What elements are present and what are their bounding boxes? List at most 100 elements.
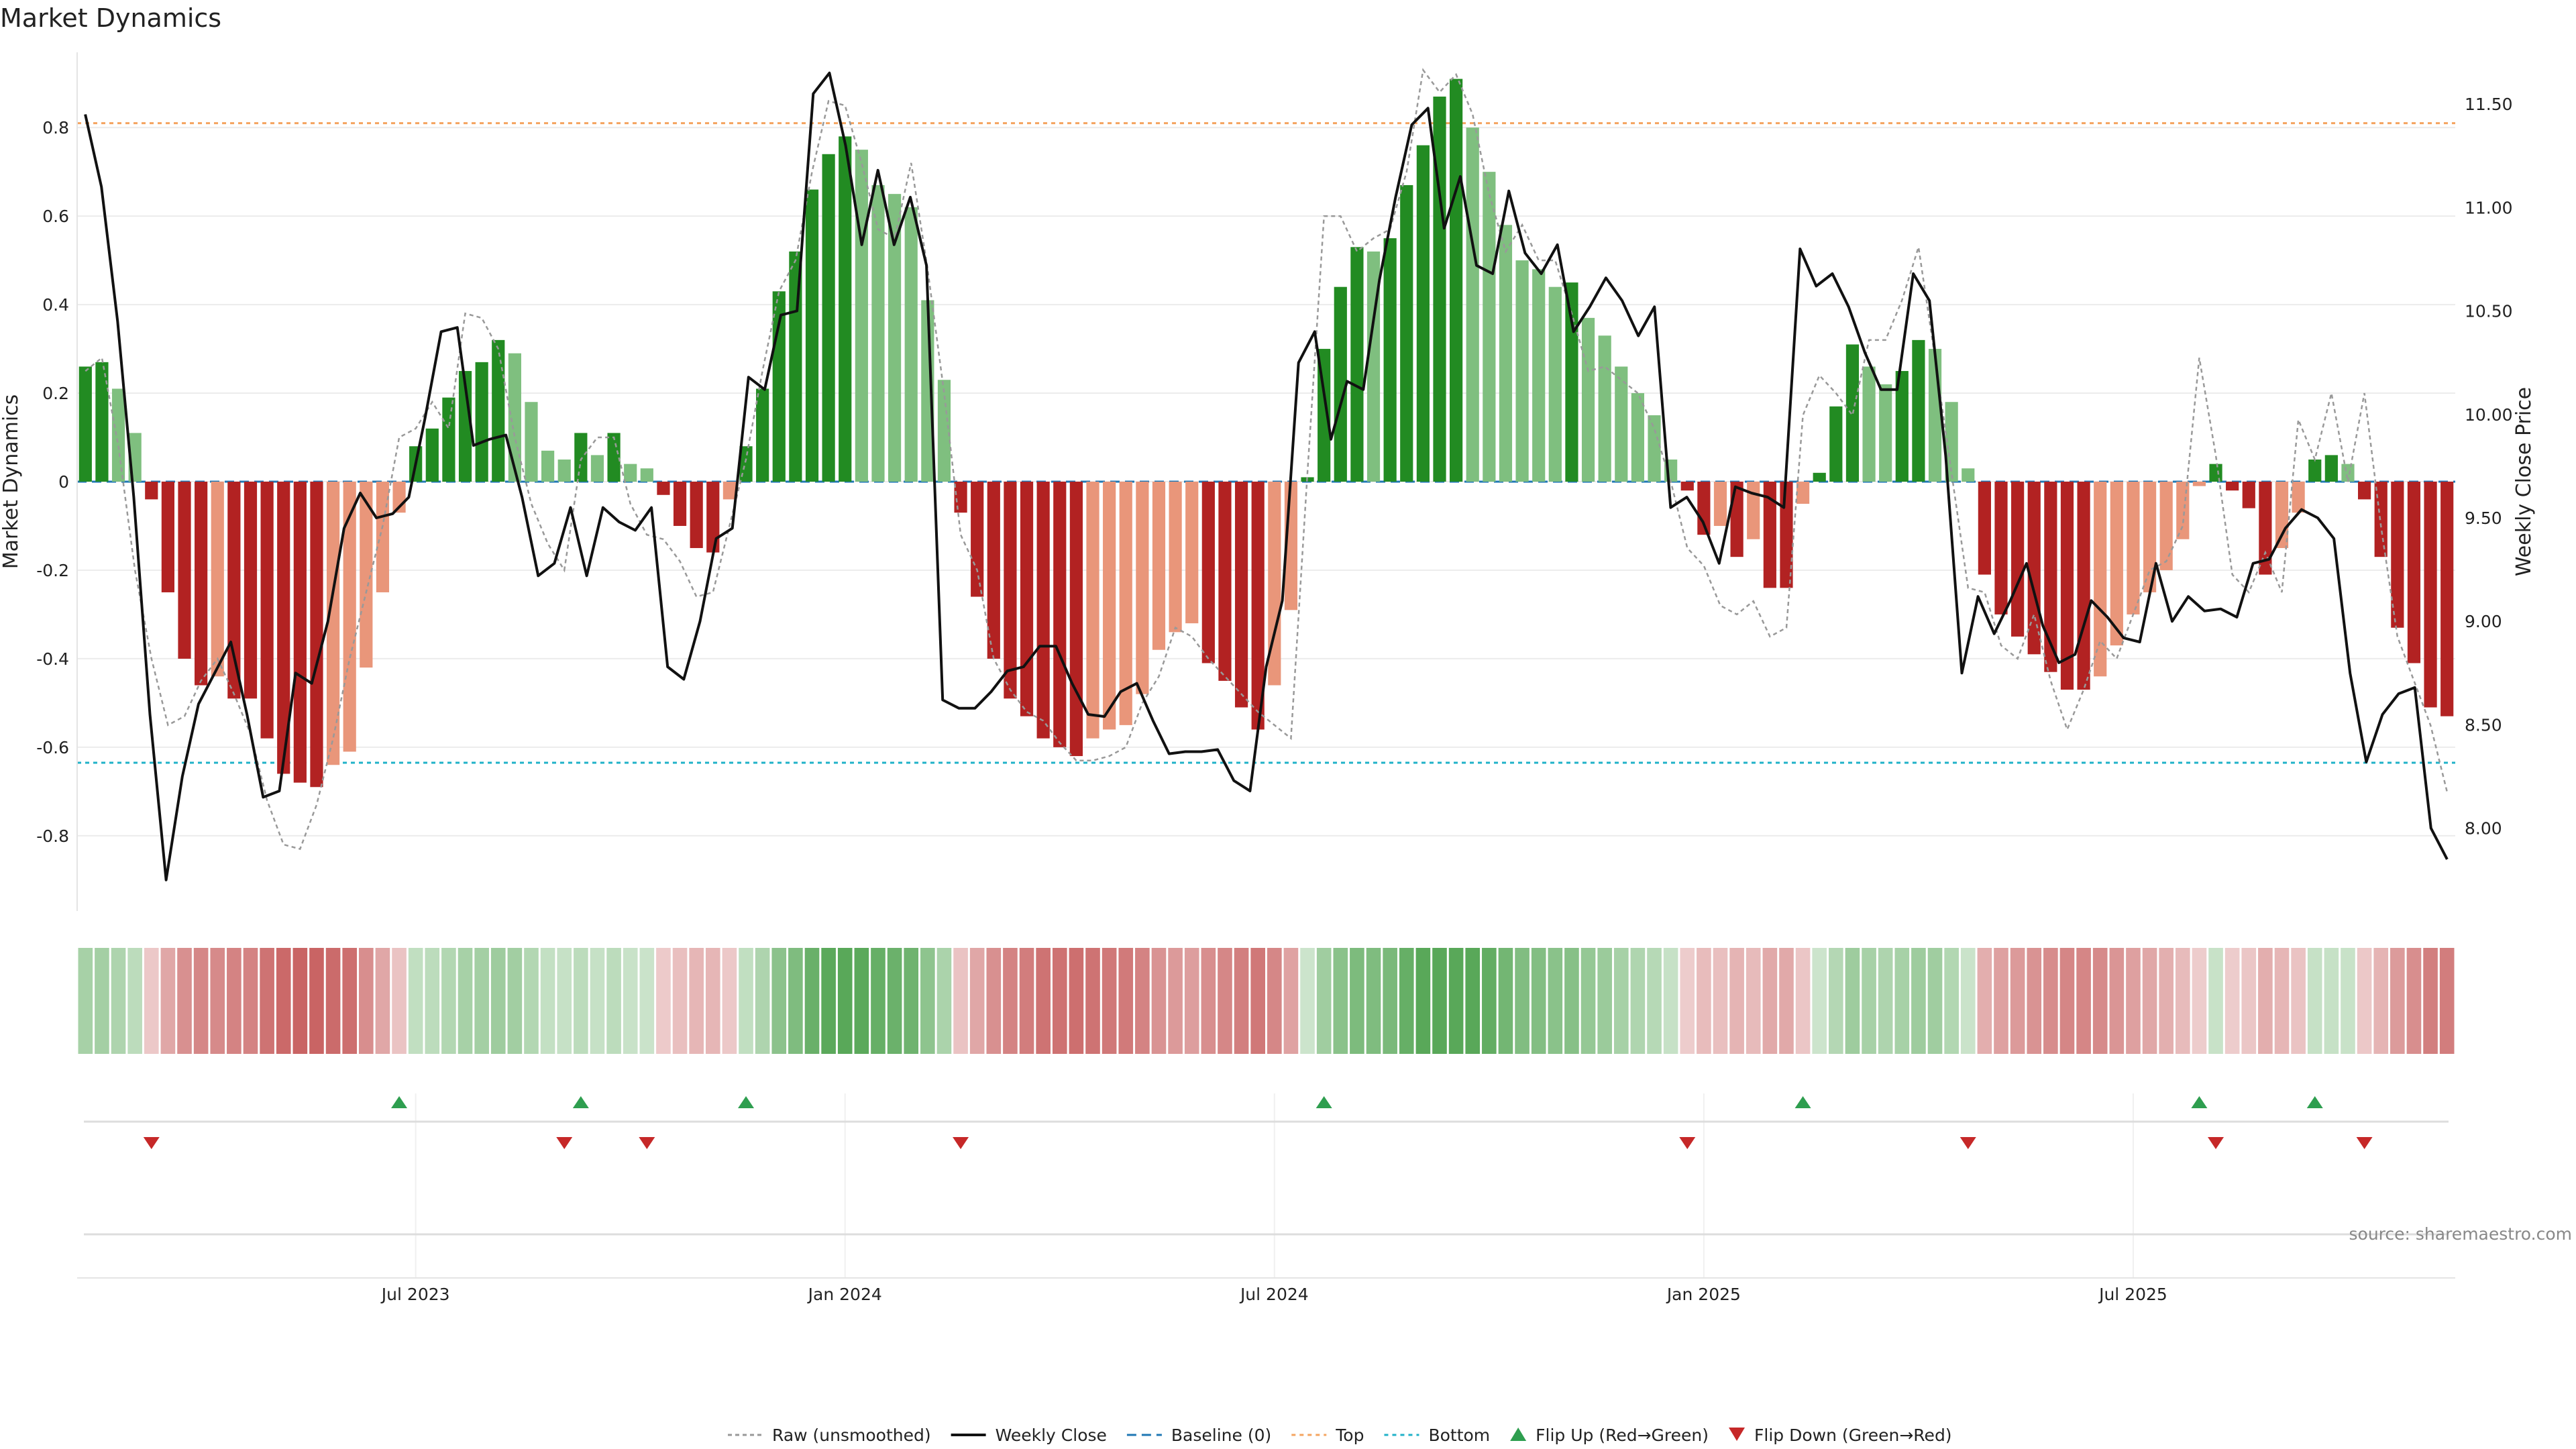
- dynamics-bar: [987, 482, 1000, 659]
- dynamics-bar: [475, 362, 488, 482]
- heat-cell: [490, 948, 506, 1054]
- y-left-tick-label: 0.8: [42, 118, 69, 138]
- legend-item: Baseline (0): [1126, 1426, 1271, 1445]
- dynamics-bar: [1499, 225, 1513, 482]
- heat-cell: [1019, 948, 1034, 1054]
- dynamics-bar: [541, 450, 555, 482]
- legend-item: Bottom: [1384, 1426, 1490, 1445]
- legend: Raw (unsmoothed) Weekly Close Baseline (0)…: [728, 1426, 1952, 1445]
- dynamics-bar: [425, 428, 439, 482]
- dynamics-bar: [343, 482, 356, 752]
- dynamics-bar: [244, 482, 258, 699]
- y-right-tick-label: 11.50: [2465, 95, 2513, 114]
- dynamics-bar: [1069, 482, 1083, 757]
- heat-cell: [1829, 948, 1843, 1054]
- flip-down-marker: [143, 1137, 160, 1149]
- heat-cell: [292, 948, 308, 1054]
- dynamics-bar: [2209, 464, 2222, 482]
- flip-down-marker: [2356, 1137, 2373, 1149]
- dynamics-bar: [1862, 366, 1876, 482]
- heat-cell: [392, 948, 407, 1054]
- heat-cell: [2258, 948, 2273, 1054]
- dynamics-bar: [195, 482, 208, 686]
- dynamics-bar: [260, 482, 274, 739]
- dynamics-bar: [1829, 406, 1843, 482]
- dynamics-bar: [2110, 482, 2123, 646]
- dynamics-bar: [1234, 482, 1248, 708]
- legend-label: Flip Up (Red→Green): [1536, 1426, 1709, 1445]
- dynamics-bar: [1400, 184, 1413, 482]
- dynamics-bar: [2308, 460, 2322, 482]
- dynamics-bar: [1730, 482, 1743, 557]
- flip-markers: [84, 1096, 2449, 1149]
- dynamics-bar: [1185, 482, 1199, 624]
- heat-cell: [540, 948, 555, 1054]
- heat-cell: [1498, 948, 1513, 1054]
- dynamics-bar: [1268, 482, 1281, 686]
- legend-item: Flip Down (Green→Red): [1729, 1426, 1952, 1445]
- legend-swatch: [1729, 1428, 1746, 1441]
- dynamics-bar: [2060, 482, 2074, 690]
- y-right-tick-label: 8.00: [2465, 819, 2502, 839]
- heat-cell: [309, 948, 324, 1054]
- heat-cell: [507, 948, 523, 1054]
- dynamics-bar: [1433, 96, 1446, 482]
- heat-cell: [325, 948, 341, 1054]
- dynamics-bar: [1119, 482, 1132, 725]
- dynamics-bar: [954, 482, 967, 513]
- dynamics-bar: [1631, 393, 1645, 482]
- heat-cell: [606, 948, 621, 1054]
- dynamics-bar: [508, 353, 521, 482]
- heat-cell: [1135, 948, 1150, 1054]
- heat-cell: [127, 948, 142, 1054]
- heat-cell: [474, 948, 489, 1054]
- y-left-tick-label: -0.8: [36, 826, 69, 846]
- heat-cell: [2010, 948, 2025, 1054]
- dynamics-bar: [1251, 482, 1265, 730]
- heat-cell: [78, 948, 93, 1054]
- heat-cell: [2274, 948, 2290, 1054]
- heat-cell: [1812, 948, 1827, 1054]
- dynamics-bar: [2275, 482, 2289, 548]
- x-tick-label: Jul 2024: [1239, 1285, 1309, 1304]
- dynamics-bar: [1483, 172, 1496, 482]
- heat-cell: [2307, 948, 2322, 1054]
- dynamics-bar: [442, 397, 455, 482]
- y-left-tick-label: 0.4: [42, 295, 69, 315]
- heat-cell: [920, 948, 935, 1054]
- heat-cell: [2126, 948, 2141, 1054]
- heat-cell: [1580, 948, 1596, 1054]
- dynamics-bar: [360, 482, 373, 668]
- heat-cell: [1350, 948, 1364, 1054]
- dynamics-bar: [293, 482, 307, 783]
- heat-cell: [1234, 948, 1249, 1054]
- heat-cell: [1465, 948, 1481, 1054]
- dynamics-bar: [2027, 482, 2041, 655]
- dynamics-bar: [2357, 482, 2371, 500]
- legend-item: Top: [1291, 1426, 1364, 1445]
- y-right-tick-label: 11.00: [2465, 198, 2513, 217]
- heat-cell: [1316, 948, 1332, 1054]
- dynamics-bar: [2044, 482, 2057, 672]
- heat-cell: [969, 948, 985, 1054]
- heat-cell: [1663, 948, 1678, 1054]
- raw-line: [85, 68, 2448, 851]
- legend-label: Bottom: [1428, 1426, 1490, 1445]
- dynamics-bar: [1416, 145, 1430, 482]
- dynamics-bar: [2176, 482, 2190, 539]
- x-tick-label: Jan 2025: [1666, 1285, 1741, 1304]
- heat-cell: [1003, 948, 1018, 1054]
- dynamics-bar: [2242, 482, 2255, 508]
- heat-cell: [1746, 948, 1761, 1054]
- dynamics-bar: [756, 388, 769, 482]
- dynamics-bar: [161, 482, 175, 592]
- dynamics-bar: [1086, 482, 1099, 739]
- dynamics-bar: [227, 482, 241, 699]
- dynamics-bar: [145, 482, 158, 500]
- heat-cell: [2357, 948, 2372, 1054]
- heat-cell: [2192, 948, 2207, 1054]
- heat-cell: [1944, 948, 1959, 1054]
- dynamics-bar: [492, 339, 505, 482]
- heat-cell: [1184, 948, 1199, 1054]
